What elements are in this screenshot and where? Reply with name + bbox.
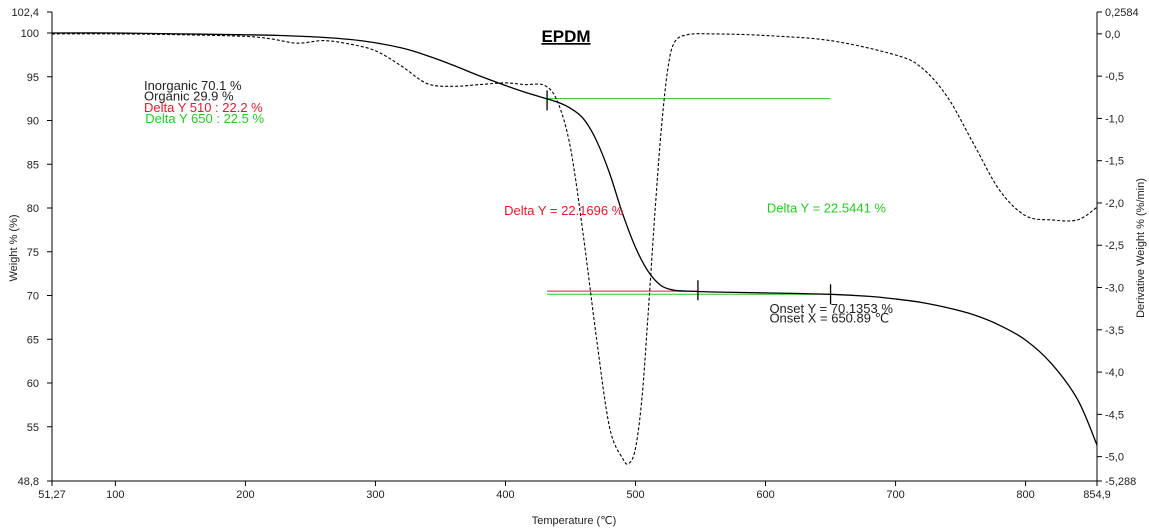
annotation-text: Onset X = 650.89 ℃ xyxy=(769,311,889,326)
y2-tick-label: -3,5 xyxy=(1105,325,1124,337)
annotation-text: Delta Y = 22.1696 % xyxy=(504,203,624,218)
y-axis-label: Weight % (%) xyxy=(8,214,20,281)
y-tick-label: 80 xyxy=(27,203,39,215)
y-tick-label: 90 xyxy=(27,116,39,128)
x-axis-ticks: 100 200 300 400 500 600 700 800 51,27 854,9 xyxy=(38,481,1111,501)
annotation-text: Inorganic 70.1 % xyxy=(144,78,242,93)
x-tick-label: 700 xyxy=(886,489,904,501)
annotation-text: Delta Y 650 : 22.5 % xyxy=(145,111,264,126)
y-tick-label: 60 xyxy=(27,378,39,390)
y-tick-label: 70 xyxy=(27,291,39,303)
derivative-weight-curve xyxy=(51,33,1098,465)
y-tick-label: 48,8 xyxy=(18,476,39,488)
plot-frame xyxy=(51,12,1098,482)
y2-tick-label: -5,288 xyxy=(1105,476,1136,488)
y2-tick-label: 0,0 xyxy=(1105,29,1120,41)
y-tick-label: 55 xyxy=(27,422,39,434)
y-tick-label: 65 xyxy=(27,334,39,346)
annotation-text: Onset Y = 70.1353 % xyxy=(769,301,893,316)
reference-lines xyxy=(547,98,831,295)
x-tick-label: 500 xyxy=(626,489,644,501)
y2-tick-label: -1,0 xyxy=(1105,113,1124,125)
x-tick-label: 300 xyxy=(366,489,384,501)
annotation-text: Delta Y = 22.5441 % xyxy=(767,200,887,215)
y2-tick-label: -4,5 xyxy=(1105,409,1124,421)
x-tick-label: 200 xyxy=(236,489,254,501)
y2-tick-label: -1,5 xyxy=(1105,156,1124,168)
series-layer xyxy=(51,32,1098,465)
y-tick-label: 102,4 xyxy=(11,7,39,19)
x-tick-label: 600 xyxy=(756,489,774,501)
annotation-text: Organic 29.9 % xyxy=(144,88,234,103)
y2-axis-label: Derivative Weight % (%/min) xyxy=(1135,178,1147,318)
x-tick-label: 854,9 xyxy=(1083,489,1111,501)
annotation-text: Delta Y 510 : 22.2 % xyxy=(144,100,263,115)
y-tick-label: 95 xyxy=(27,72,39,84)
x-axis-label: Temperature (℃) xyxy=(532,515,617,527)
y2-tick-label: -5,0 xyxy=(1105,452,1124,464)
y2-tick-label: -0,5 xyxy=(1105,71,1124,83)
y-tick-label: 100 xyxy=(21,28,39,40)
y2-tick-label: -2,0 xyxy=(1105,198,1124,210)
y2-tick-label: -4,0 xyxy=(1105,367,1124,379)
y2-tick-label: 0,2584 xyxy=(1105,7,1139,19)
x-tick-label: 400 xyxy=(496,489,514,501)
y-tick-label: 85 xyxy=(27,159,39,171)
onset-markers xyxy=(546,90,832,305)
y-axis-ticks: 55 60 65 70 75 80 85 90 95 100 102,4 48,8 xyxy=(11,7,52,488)
x-tick-label: 51,27 xyxy=(38,489,66,501)
chart-title: EPDM xyxy=(541,27,590,46)
x-tick-label: 100 xyxy=(106,489,124,501)
y2-tick-label: -2,5 xyxy=(1105,240,1124,252)
y2-axis-ticks: -5,0 -4,5 -4,0 -3,5 -3,0 -2,5 -2,0 -1,5 -1,0 -0,5… xyxy=(1097,7,1139,488)
annotations: Inorganic 70.1 %Organic 29.9 %Delta Y 51… xyxy=(144,78,893,326)
weight-curve xyxy=(51,32,1098,446)
x-tick-label: 800 xyxy=(1016,489,1034,501)
y-tick-label: 75 xyxy=(27,247,39,259)
y2-tick-label: -3,0 xyxy=(1105,283,1124,295)
